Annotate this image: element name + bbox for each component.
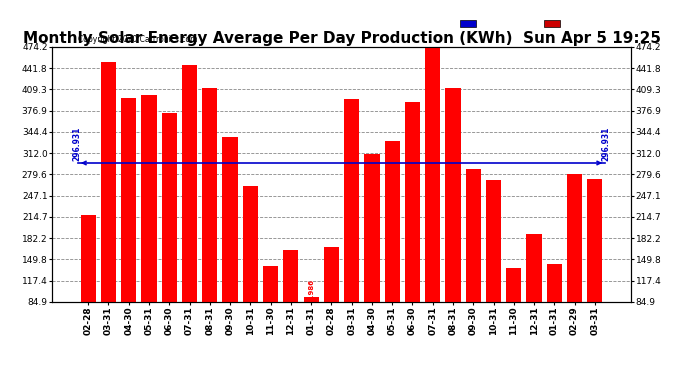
Text: 8.811: 8.811 (592, 278, 598, 301)
Bar (526, 234, 542, 357)
Text: 9.593: 9.593 (471, 279, 476, 301)
Text: 12.938: 12.938 (146, 274, 152, 301)
Text: 13.265: 13.265 (450, 274, 456, 301)
Bar (263, 266, 278, 357)
Bar (546, 264, 562, 357)
Text: 5.294: 5.294 (288, 279, 294, 301)
Bar (344, 99, 359, 357)
Text: 4.637: 4.637 (268, 278, 274, 301)
Text: 12.747: 12.747 (348, 273, 355, 301)
Bar (81, 215, 96, 357)
Bar (101, 62, 116, 357)
Bar (324, 247, 339, 357)
Bar (243, 186, 258, 357)
Text: 296.931: 296.931 (72, 127, 81, 161)
Bar (364, 154, 380, 357)
Bar (567, 174, 582, 357)
Bar (141, 95, 157, 357)
Bar (446, 88, 461, 357)
Text: 296.931: 296.931 (602, 127, 611, 161)
Bar (425, 33, 440, 357)
Bar (222, 136, 237, 357)
Bar (304, 297, 319, 357)
Text: 8.46: 8.46 (247, 283, 253, 301)
Text: 6.089: 6.089 (531, 279, 537, 301)
Text: 4.603: 4.603 (551, 278, 558, 301)
Text: 8.73: 8.73 (491, 283, 497, 301)
Text: 2.986: 2.986 (308, 279, 314, 301)
Text: 13.208: 13.208 (126, 274, 132, 301)
Text: 9.666: 9.666 (571, 279, 578, 301)
Bar (121, 98, 137, 357)
Text: 12.993: 12.993 (409, 274, 415, 301)
Title: Monthly Solar Energy Average Per Day Production (KWh)  Sun Apr 5 19:25: Monthly Solar Energy Average Per Day Pro… (23, 31, 660, 46)
Bar (161, 113, 177, 357)
Bar (587, 178, 602, 357)
Text: Copyright 2020 Cartronics.com: Copyright 2020 Cartronics.com (78, 35, 197, 44)
Text: 10.645: 10.645 (389, 274, 395, 301)
Bar (182, 65, 197, 357)
Text: 14.55: 14.55 (106, 279, 112, 301)
Bar (405, 102, 420, 357)
Text: 15.997: 15.997 (430, 274, 436, 301)
Text: 13.281: 13.281 (207, 274, 213, 301)
Text: 12.456: 12.456 (166, 274, 172, 301)
Legend: Average (kWh), Monthly (kWh): Average (kWh), Monthly (kWh) (459, 18, 627, 30)
Bar (202, 88, 217, 357)
Text: 4.546: 4.546 (511, 278, 517, 301)
Text: 11.24: 11.24 (227, 278, 233, 301)
Bar (506, 268, 522, 357)
Text: 10.374: 10.374 (369, 273, 375, 301)
Bar (384, 141, 400, 357)
Bar (284, 250, 299, 357)
Bar (486, 180, 501, 357)
Bar (466, 169, 481, 357)
Text: 7.768: 7.768 (86, 279, 91, 301)
Text: 14.393: 14.393 (186, 273, 193, 301)
Text: 6.044: 6.044 (328, 278, 335, 301)
